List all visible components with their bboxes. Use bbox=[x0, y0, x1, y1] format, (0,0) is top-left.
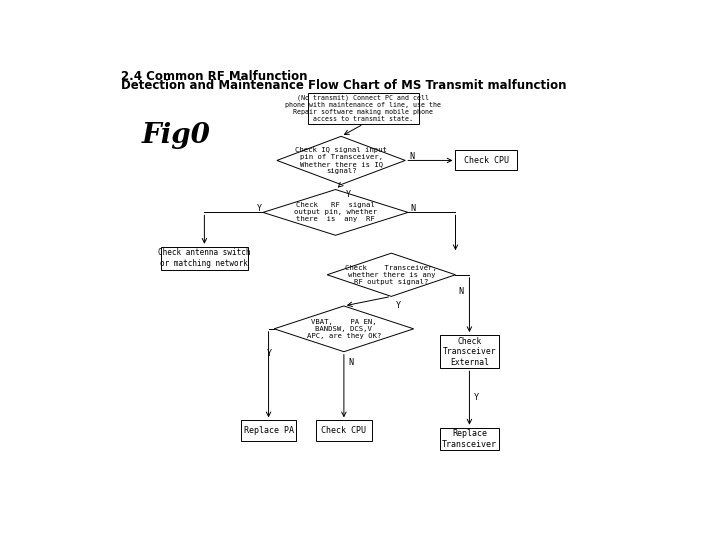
FancyBboxPatch shape bbox=[456, 151, 517, 171]
Text: Check IQ signal input
pin of Transceiver,
Whether there is IQ
signal?: Check IQ signal input pin of Transceiver… bbox=[295, 147, 387, 174]
Polygon shape bbox=[327, 253, 456, 296]
Text: Detection and Maintenance Flow Chart of MS Transmit malfunction: Detection and Maintenance Flow Chart of … bbox=[121, 79, 566, 92]
FancyBboxPatch shape bbox=[440, 428, 499, 450]
Text: Y: Y bbox=[346, 191, 351, 199]
Text: Y: Y bbox=[257, 204, 262, 213]
Text: N: N bbox=[411, 204, 416, 213]
Text: Check CPU: Check CPU bbox=[464, 156, 508, 165]
Text: (No transmit) Connect PC and cell
phone with maintenance of line, use the
Repair: (No transmit) Connect PC and cell phone … bbox=[285, 94, 441, 122]
FancyBboxPatch shape bbox=[316, 420, 372, 441]
Text: Y: Y bbox=[266, 349, 271, 358]
Polygon shape bbox=[277, 136, 405, 185]
Text: Y: Y bbox=[396, 301, 401, 310]
Text: N: N bbox=[410, 152, 415, 161]
Polygon shape bbox=[274, 306, 414, 352]
Text: Replace PA: Replace PA bbox=[243, 426, 294, 435]
Text: VBAT,    PA EN,
BANDSW, DCS,V
APC, are they OK?: VBAT, PA EN, BANDSW, DCS,V APC, are they… bbox=[307, 319, 381, 339]
FancyBboxPatch shape bbox=[240, 420, 297, 441]
Text: Check antenna switch
or matching network: Check antenna switch or matching network bbox=[158, 248, 251, 268]
Text: Check   RF  signal
output pin, whether
there  is  any  RF: Check RF signal output pin, whether ther… bbox=[294, 202, 377, 222]
Text: Fig0: Fig0 bbox=[142, 122, 211, 149]
FancyBboxPatch shape bbox=[161, 247, 248, 269]
FancyBboxPatch shape bbox=[440, 335, 499, 368]
Text: Check CPU: Check CPU bbox=[321, 426, 366, 435]
Text: Y: Y bbox=[474, 394, 479, 402]
Text: Check    Transceiver,
whether there is any
RF output signal?: Check Transceiver, whether there is any … bbox=[346, 265, 437, 285]
Text: N: N bbox=[459, 287, 463, 296]
FancyBboxPatch shape bbox=[307, 93, 419, 124]
Text: Replace
Transceiver: Replace Transceiver bbox=[442, 429, 497, 449]
Text: 2.4 Common RF Malfunction: 2.4 Common RF Malfunction bbox=[121, 70, 307, 83]
Text: Check
Transceiver
External: Check Transceiver External bbox=[443, 337, 496, 367]
Text: N: N bbox=[348, 357, 354, 367]
Polygon shape bbox=[263, 190, 408, 235]
